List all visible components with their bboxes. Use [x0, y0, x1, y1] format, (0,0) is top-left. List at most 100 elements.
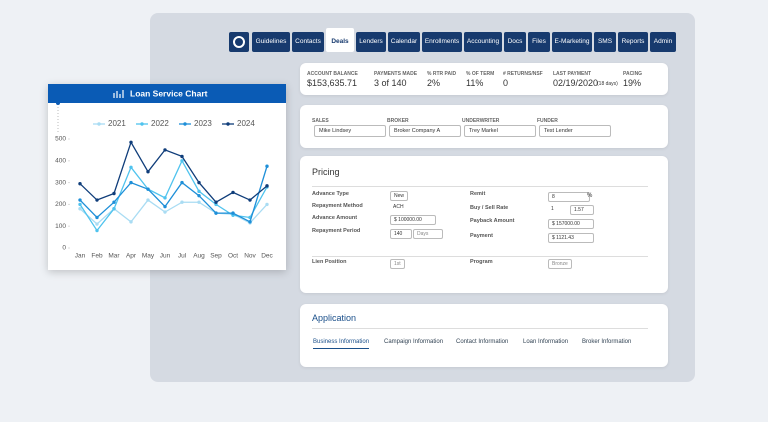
- data-point: [163, 204, 167, 209]
- legend-label: 2022: [151, 119, 169, 128]
- x-tick-label: Dec: [261, 253, 273, 260]
- field-input[interactable]: $ 100000.00: [390, 215, 436, 225]
- data-point: [248, 198, 252, 202]
- field-unit: Days: [413, 229, 443, 239]
- nav-button[interactable]: Calendar: [388, 32, 420, 52]
- nav-button[interactable]: Guidelines: [252, 32, 290, 52]
- field-input[interactable]: 1st: [390, 259, 405, 269]
- application-tab[interactable]: Campaign Information: [384, 339, 444, 345]
- summary-card: ACCOUNT BALANCE $153,635.71 PAYMENTS MADE 3…: [300, 63, 668, 95]
- chart-card: Loan Service Chart 0 100 200 300 400 500 Jan Fe…: [48, 84, 286, 270]
- legend-label: 2021: [108, 119, 126, 128]
- data-point: [214, 200, 218, 204]
- data-point: [180, 200, 184, 204]
- data-point: [214, 211, 218, 215]
- nav-button[interactable]: Docs: [504, 32, 526, 52]
- nav-button[interactable]: Enrollments: [422, 32, 462, 52]
- field-input[interactable]: 140: [390, 229, 412, 239]
- data-point: [95, 222, 99, 226]
- assignment-label: SALES: [312, 118, 329, 124]
- assignment-label: BROKER: [387, 118, 409, 124]
- x-tick-label: Mar: [108, 253, 120, 260]
- field-label: Payment: [470, 233, 493, 239]
- field-input[interactable]: $ 1121.43: [548, 233, 594, 243]
- x-tick-label: May: [142, 253, 155, 260]
- field-label: Program: [470, 259, 493, 265]
- summary-value: 3 of 140: [374, 78, 407, 88]
- field-input[interactable]: 8: [548, 192, 590, 202]
- data-point: [265, 184, 269, 188]
- data-point: [265, 202, 269, 207]
- nav-button[interactable]: E-Marketing: [552, 32, 592, 52]
- data-point: [129, 180, 133, 185]
- series-line: [79, 166, 268, 223]
- data-point: [95, 228, 99, 233]
- summary-label: ACCOUNT BALANCE: [307, 71, 358, 77]
- application-card: Application: [300, 304, 668, 367]
- application-tab[interactable]: Business Information: [313, 339, 370, 349]
- summary-value: 2%: [427, 78, 441, 88]
- logo-button[interactable]: [229, 32, 249, 52]
- summary-value: 11%: [466, 78, 484, 88]
- data-point: [180, 154, 184, 159]
- y-tick-label: 200: [55, 201, 66, 208]
- application-tab[interactable]: Contact Information: [456, 339, 509, 345]
- data-point: [231, 190, 235, 195]
- data-point: [95, 215, 99, 220]
- divider: [312, 328, 648, 329]
- field-input[interactable]: $ 157000.00: [548, 219, 594, 229]
- data-point: [163, 210, 167, 214]
- assignment-select[interactable]: Mike Lindsey: [314, 125, 386, 137]
- application-tab[interactable]: Broker Information: [582, 339, 632, 345]
- data-point: [197, 189, 201, 194]
- chart-title: Loan Service Chart: [130, 88, 208, 98]
- assignment-select[interactable]: Trey Markel: [464, 125, 536, 137]
- field-input[interactable]: Bronze: [548, 259, 572, 269]
- application-tab[interactable]: Loan Information: [523, 339, 569, 345]
- assignment-select[interactable]: Broker Company A: [389, 125, 461, 137]
- field-label: Repayment Method: [312, 203, 363, 209]
- field-label: Advance Type: [312, 191, 349, 197]
- data-point: [112, 207, 116, 211]
- field-input[interactable]: 1: [548, 205, 568, 213]
- legend-swatch: [140, 122, 144, 126]
- field-input[interactable]: New: [390, 191, 409, 201]
- y-tick-label: 0: [62, 245, 66, 252]
- assignment-select[interactable]: Test Lender: [539, 125, 611, 137]
- nav-button[interactable]: Files: [528, 32, 550, 52]
- assignment-label: FUNDER: [537, 118, 558, 124]
- summary-value: 19%: [623, 78, 642, 88]
- nav-button[interactable]: Reports: [618, 32, 648, 52]
- nav-button[interactable]: Accounting: [464, 32, 502, 52]
- nav-button[interactable]: Admin: [650, 32, 676, 52]
- nav-button[interactable]: Deals: [326, 28, 354, 52]
- data-point: [180, 180, 184, 185]
- legend-swatch: [226, 122, 230, 126]
- series-line: [79, 199, 268, 225]
- y-tick-label: 400: [55, 158, 66, 165]
- x-tick-label: Sep: [210, 253, 222, 260]
- summary-label: % OF TERM: [466, 71, 495, 77]
- field-label: Remit: [470, 191, 486, 197]
- data-point: [78, 202, 82, 207]
- data-point: [180, 159, 184, 163]
- data-point: [78, 207, 82, 211]
- field-label: Advance Amount: [312, 215, 358, 221]
- nav-button[interactable]: Lenders: [356, 32, 386, 52]
- x-tick-label: Feb: [91, 253, 103, 260]
- summary-label: # RETURNS/NSF: [503, 71, 543, 77]
- nav-button[interactable]: SMS: [594, 32, 616, 52]
- x-tick-label: Jul: [178, 253, 187, 260]
- field-input[interactable]: 1.57: [570, 205, 594, 215]
- legend-label: 2024: [237, 119, 255, 128]
- data-point: [112, 191, 116, 196]
- legend-label: 2023: [194, 119, 212, 128]
- data-point: [129, 165, 133, 170]
- field-input[interactable]: ACH: [390, 203, 407, 211]
- nav-button[interactable]: Contacts: [292, 32, 324, 52]
- field-label: Repayment Period: [312, 228, 361, 234]
- field-label: Payback Amount: [470, 218, 515, 224]
- chart-icon: [113, 90, 124, 98]
